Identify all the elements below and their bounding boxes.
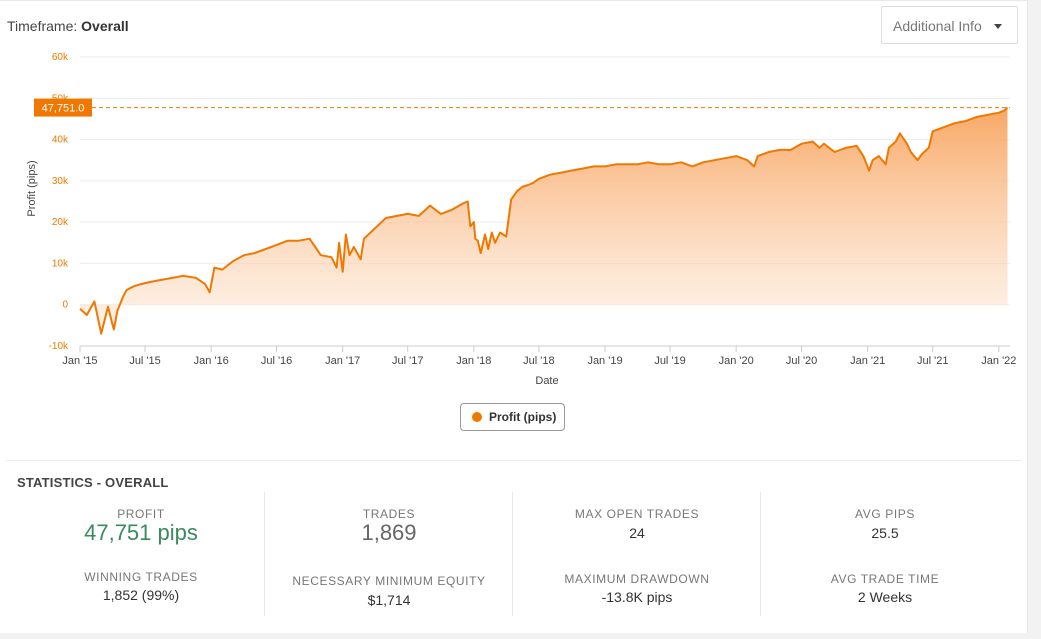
caret-down-icon	[994, 24, 1002, 29]
stat-column-trades: TRADES 1,869 NECESSARY MINIMUM EQUITY $1…	[265, 492, 513, 616]
stat-column-open-trades: MAX OPEN TRADES 24 MAXIMUM DRAWDOWN -13.…	[513, 492, 761, 616]
stat-value: 2 Weeks	[857, 589, 913, 605]
y-axis-title: Profit (pips)	[26, 160, 38, 216]
timeframe-label: Timeframe: Overall	[7, 18, 129, 34]
top-border	[0, 0, 1027, 1]
legend-label: Profit (pips)	[489, 410, 557, 424]
stat-value: -13.8K pips	[601, 589, 673, 605]
stat-label: NECESSARY MINIMUM EQUITY	[292, 574, 486, 588]
additional-info-dropdown[interactable]: Additional Info	[881, 6, 1018, 44]
x-tick-label: Jul '16	[261, 355, 292, 367]
stat-value: 24	[629, 525, 645, 541]
stat-column-avg-pips: AVG PIPS 25.5 AVG TRADE TIME 2 Weeks	[761, 492, 1009, 616]
stat-label: MAXIMUM DRAWDOWN	[564, 572, 710, 586]
stat-label: TRADES	[362, 507, 416, 521]
statistics-panel: Timeframe: Overall Additional Info 60k50…	[0, 0, 1028, 633]
profit-series-line	[79, 106, 1009, 335]
stat-value: 25.5	[871, 525, 899, 541]
last-value-label: 47,751.0	[42, 103, 85, 115]
stat-profit-value: 47,751 pips	[84, 520, 198, 545]
profit-area-fill	[80, 107, 1008, 334]
x-tick-label: Jan '21	[850, 355, 885, 367]
y-tick-label: 60k	[52, 52, 69, 63]
column-divider	[264, 492, 265, 616]
x-tick-label: Jul '18	[523, 355, 554, 367]
x-tick-label: Jul '15	[129, 355, 160, 367]
x-tick-label: Jul '20	[786, 355, 817, 367]
stat-label: WINNING TRADES	[84, 570, 198, 584]
x-tick-label: Jan '16	[194, 355, 229, 367]
y-tick-label: 30k	[52, 176, 69, 187]
x-tick-label: Jan '17	[325, 355, 360, 367]
timeframe-value: Overall	[81, 18, 129, 34]
stat-value: 1,852 (99%)	[102, 587, 180, 603]
last-value-badge	[34, 98, 92, 117]
y-tick-label: 10k	[52, 258, 69, 269]
stat-label: MAX OPEN TRADES	[574, 507, 700, 521]
chart-area	[79, 106, 1009, 335]
legend-dot-icon	[472, 412, 482, 422]
y-tick-label: 20k	[52, 217, 69, 228]
x-tick-label: Jan '18	[456, 355, 491, 367]
legend-item-profit[interactable]: Profit (pips)	[460, 403, 565, 431]
column-divider	[512, 492, 513, 616]
stat-label: AVG TRADE TIME	[830, 572, 940, 586]
stat-column-profit: PROFIT 47,751 pips WINNING TRADES 1,852 …	[17, 492, 265, 616]
y-tick-label: -10k	[49, 341, 69, 352]
x-tick-label: Jan '22	[981, 355, 1016, 367]
stats-title: STATISTICS - OVERALL	[17, 475, 169, 490]
stat-label: PROFIT	[117, 507, 165, 521]
additional-info-label: Additional Info	[893, 18, 982, 34]
x-axis-title: Date	[535, 375, 558, 387]
y-tick-label: 40k	[52, 135, 69, 146]
x-tick-label: Jul '19	[654, 355, 685, 367]
column-divider	[760, 492, 761, 616]
x-tick-label: Jul '17	[392, 355, 423, 367]
stat-value: $1,714	[367, 592, 411, 608]
stat-label: AVG PIPS	[855, 507, 915, 521]
y-tick-label: 0	[62, 300, 68, 311]
stats-divider	[6, 460, 1021, 461]
x-tick-label: Jan '19	[587, 355, 622, 367]
x-tick-label: Jan '20	[719, 355, 754, 367]
x-tick-label: Jan '15	[62, 355, 97, 367]
x-tick-label: Jul '21	[917, 355, 948, 367]
timeframe-key: Timeframe:	[7, 18, 78, 34]
stat-trades-value: 1,869	[361, 520, 417, 545]
